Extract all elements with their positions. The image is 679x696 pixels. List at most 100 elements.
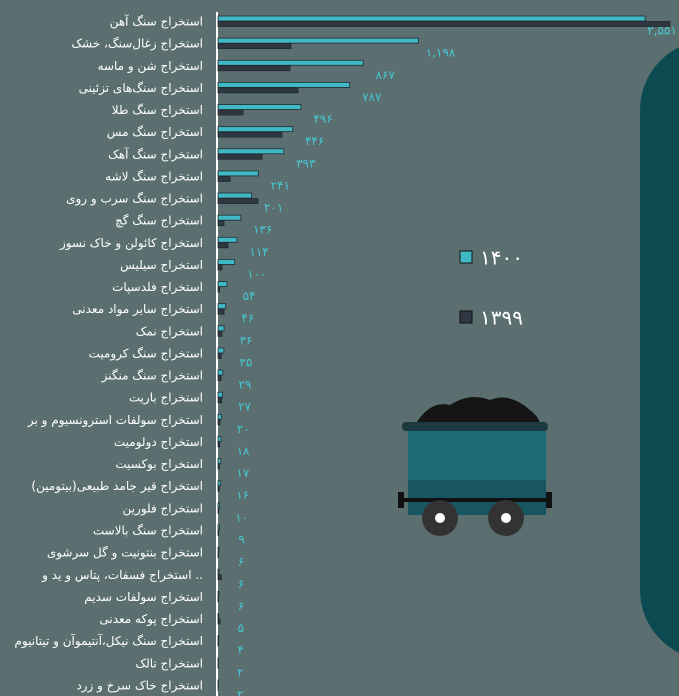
- category-label: استخراج باریت: [129, 391, 203, 406]
- value-label: ۱۶: [236, 488, 249, 502]
- bar: [217, 148, 285, 155]
- value-label: ۲۰۱: [264, 201, 283, 215]
- value-label: ۲۹: [238, 378, 251, 392]
- bar: [217, 153, 263, 160]
- bar: [217, 613, 220, 619]
- value-label: ۲۰: [237, 422, 250, 436]
- value-label: ۸۶۷: [375, 68, 395, 82]
- bar: [217, 618, 221, 625]
- bar: [217, 308, 225, 315]
- bar: [217, 524, 220, 531]
- category-label: استخراج سنگ آهن: [110, 14, 203, 30]
- bar: [217, 81, 351, 88]
- category-label: استخراج سنگ مس: [107, 125, 203, 140]
- value-label: ۳۹۳: [296, 156, 316, 170]
- category-label: استخراج سنگ بالاست: [93, 523, 203, 538]
- value-label: ۵: [238, 621, 244, 635]
- value-label: ۱۳۶: [253, 223, 272, 237]
- bar: [217, 635, 220, 642]
- bar: [217, 502, 221, 509]
- bar: [217, 131, 283, 138]
- bar: [217, 353, 222, 359]
- category-label: استخراج بوکسیت: [115, 457, 203, 472]
- category-label: استخراج دولومیت: [114, 435, 203, 450]
- bar: [217, 264, 223, 271]
- value-label: ۶: [238, 577, 244, 591]
- bar: [217, 397, 223, 404]
- value-label: ۴۶: [241, 311, 254, 325]
- category-label: استخراج شن و ماسه: [98, 59, 203, 74]
- category-label: استخراج بنتونیت و گل سرشوی: [47, 546, 203, 561]
- legend-label: ۱۳۹۹: [480, 306, 523, 330]
- category-label: استخراج فلورین: [123, 501, 203, 516]
- bar: [217, 259, 236, 265]
- bar: [217, 568, 220, 575]
- category-label: استخراج خاک سرخ و زرد: [76, 678, 203, 693]
- category-label: استخراج سیلیس: [120, 258, 203, 273]
- category-label: استخراج سنگ‌های تزئینی: [79, 81, 203, 96]
- value-label: ۷۸۷: [362, 90, 382, 104]
- value-label: ۱۷: [236, 466, 249, 480]
- bar: [217, 507, 220, 514]
- bar: [217, 369, 224, 376]
- value-label: ۴۴۶: [305, 134, 324, 148]
- value-label: ۱۱۴: [249, 245, 268, 259]
- bar: [217, 192, 253, 199]
- category-label: استخراج قیر جامد طبیعی(بیتومین): [31, 479, 203, 494]
- value-label: ۲: [237, 687, 243, 696]
- bar: [217, 485, 220, 492]
- value-label: ۱۸: [237, 444, 250, 458]
- legend-label: ۱۴۰۰: [480, 246, 523, 270]
- category-label: استخراج سولفات استرونسیوم و بر: [27, 413, 203, 428]
- bar: [217, 104, 302, 110]
- category-label: استخراج زغال‌سنگ، خشک: [71, 37, 203, 52]
- bar: [217, 59, 364, 66]
- bar: [217, 242, 229, 249]
- category-label: استخراج سنگ آهک: [108, 146, 203, 162]
- coal-cart: [398, 396, 552, 536]
- bar: [217, 286, 221, 293]
- bar: [217, 530, 220, 536]
- value-label: ۴۹۶: [313, 112, 332, 126]
- bar: [217, 65, 291, 72]
- category-label: استخراج سنگ منگنز: [101, 369, 203, 384]
- bar: [217, 441, 221, 448]
- value-label: ۴: [237, 643, 243, 657]
- bar: [217, 391, 223, 398]
- category-label: استخراج سنگ کرومیت: [89, 346, 203, 361]
- category-label: استخراج سنگ لاشه: [105, 169, 203, 184]
- bar: [217, 176, 231, 182]
- value-label: ۱,۱۹۸: [426, 46, 456, 60]
- legend-swatch: [459, 250, 473, 264]
- category-label: استخراج کائولن و خاک نسوز: [59, 236, 203, 251]
- category-label: استخراج نمک: [136, 324, 203, 339]
- bar: [217, 330, 223, 337]
- bar: [217, 126, 294, 133]
- category-label: استخراج پوکه معدنی: [99, 612, 203, 627]
- bar: [217, 463, 220, 470]
- bar: [217, 546, 220, 553]
- bar: [217, 325, 225, 332]
- value-label: ۲: [237, 665, 243, 679]
- value-label: ۲۴۱: [271, 178, 290, 192]
- bar: [217, 590, 220, 597]
- bar: [217, 480, 222, 487]
- bar: [217, 15, 646, 22]
- bar: [217, 220, 225, 227]
- category-label: استخراج فلدسپات: [112, 280, 203, 295]
- bar: [217, 303, 227, 310]
- value-label: ۳۵: [239, 355, 252, 369]
- value-label: ۲,۵۵۱: [647, 24, 677, 38]
- bar: [217, 413, 222, 420]
- value-label: ۱۰۰: [247, 267, 266, 281]
- bar: [217, 43, 292, 50]
- category-label: استخراج سایر مواد معدنی: [72, 302, 203, 317]
- category-label: استخراج سنگ گچ: [115, 214, 203, 229]
- value-label: ۵۴: [243, 289, 256, 303]
- bar: [217, 214, 242, 221]
- bar: [217, 458, 222, 465]
- category-label: استخراج سولفات سدیم: [84, 590, 203, 605]
